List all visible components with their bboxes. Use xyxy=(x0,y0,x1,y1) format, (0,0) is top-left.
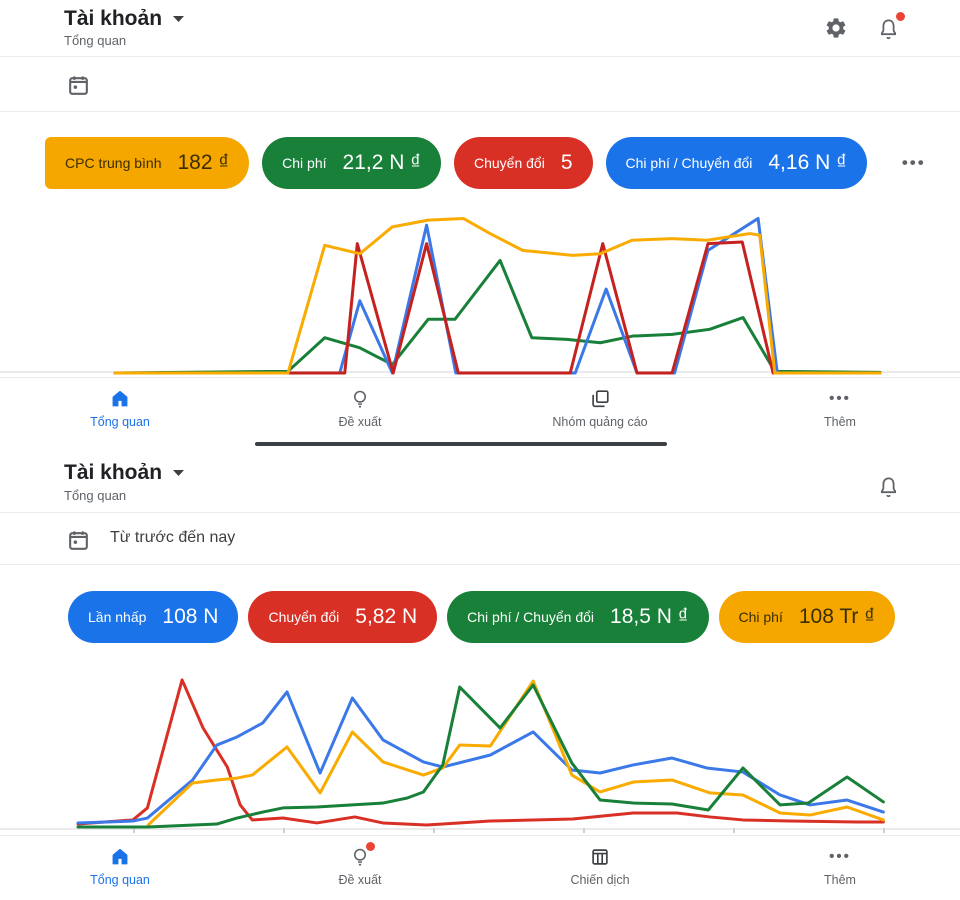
campaigns-icon xyxy=(588,845,612,869)
bottom-nav: Tổng quan Đề xuất Nhóm quảng cáo ••• Thê… xyxy=(0,377,960,442)
notifications-button[interactable] xyxy=(872,12,905,45)
nav-recommendations[interactable]: Đề xuất xyxy=(260,378,460,429)
bottom-nav-2: Tổng quan Đề xuất Chiến dịch ••• Thêm xyxy=(0,835,960,900)
axis-tick xyxy=(283,828,285,833)
settings-button[interactable] xyxy=(820,12,852,44)
axis-tick xyxy=(583,828,585,833)
more-metrics-button[interactable]: ••• xyxy=(901,153,926,172)
metric-value: 21,2 N ₫ xyxy=(342,151,421,174)
account-selector-2[interactable]: Tài khoản xyxy=(64,461,185,485)
nav-label: Thêm xyxy=(824,873,856,887)
three-dots-icon: ••• xyxy=(829,848,851,865)
metric-label: Chi phí / Chuyển đổi xyxy=(467,609,595,625)
metric-label: Chi phí xyxy=(738,609,783,625)
calendar-icon xyxy=(68,75,88,95)
metric-pill-cost[interactable]: Chi phí 108 Tr ₫ xyxy=(718,591,896,643)
home-icon xyxy=(108,387,132,411)
nav-overview[interactable]: Tổng quan xyxy=(20,378,220,429)
metric-label: CPC trung bình xyxy=(65,155,162,171)
bell-icon xyxy=(880,476,896,497)
axis-tick xyxy=(433,828,435,833)
metric-pill-cost[interactable]: Chi phí 21,2 N ₫ xyxy=(262,137,441,189)
metric-value: 5 xyxy=(560,151,573,174)
chart-axis xyxy=(0,828,960,830)
bell-icon xyxy=(880,18,896,39)
nav-campaigns[interactable]: Chiến dịch xyxy=(500,836,700,887)
metric-pill-row-2: Lần nhấp 108 N Chuyển đổi 5,82 N Chi phí… xyxy=(0,591,960,643)
copy-icon xyxy=(588,387,612,411)
performance-line-chart[interactable] xyxy=(45,205,880,373)
divider xyxy=(0,512,960,513)
date-range-button[interactable] xyxy=(62,69,94,101)
metric-pill-clicks[interactable]: Lần nhấp 108 N xyxy=(68,591,239,643)
metric-pill-cpc[interactable]: CPC trung bình 182 ₫ xyxy=(45,137,250,189)
notifications-button-2[interactable] xyxy=(872,471,904,503)
metric-pill-cost-per-conversion[interactable]: Chi phí / Chuyển đổi 18,5 N ₫ xyxy=(447,591,709,643)
nav-label: Tổng quan xyxy=(90,415,150,429)
gear-icon xyxy=(826,18,846,38)
date-range-label[interactable]: Từ trước đến nay xyxy=(110,529,236,546)
recommendations-badge xyxy=(366,842,375,851)
chevron-down-icon xyxy=(173,16,185,22)
divider xyxy=(0,111,960,112)
metric-value: 108 N xyxy=(162,605,219,628)
nav-label: Nhóm quảng cáo xyxy=(552,415,648,429)
home-indicator-bar xyxy=(255,442,667,446)
divider xyxy=(0,56,960,57)
metric-pill-conversions[interactable]: Chuyển đổi 5,82 N xyxy=(248,591,438,643)
lightbulb-icon xyxy=(348,842,375,869)
metric-label: Lần nhấp xyxy=(88,609,147,625)
metric-value: 5,82 N xyxy=(355,605,418,628)
metric-label: Chuyển đổi xyxy=(268,609,340,625)
divider xyxy=(0,564,960,565)
nav-recommendations[interactable]: Đề xuất xyxy=(260,836,460,887)
nav-label: Tổng quan xyxy=(90,873,150,887)
nav-label: Đề xuất xyxy=(338,415,382,429)
page-subtitle: Tổng quan xyxy=(64,488,127,503)
nav-label: Đề xuất xyxy=(338,873,382,887)
metric-pill-row: CPC trung bình 182 ₫ Chi phí 21,2 N ₫ Ch… xyxy=(0,137,960,189)
metric-label: Chuyển đổi xyxy=(474,155,545,171)
metric-value: 18,5 N ₫ xyxy=(610,605,689,628)
page-subtitle: Tổng quan xyxy=(64,33,127,48)
notification-badge xyxy=(896,12,905,21)
performance-line-chart-2[interactable] xyxy=(78,670,885,828)
nav-label: Chiến dịch xyxy=(570,873,630,887)
three-dots-icon: ••• xyxy=(829,390,851,407)
nav-more[interactable]: ••• Thêm xyxy=(740,378,940,429)
metric-label: Chi phí xyxy=(282,155,327,171)
axis-tick xyxy=(883,828,885,833)
nav-label: Thêm xyxy=(824,415,856,429)
metric-value: 108 Tr ₫ xyxy=(798,605,876,628)
date-range-button-2[interactable] xyxy=(62,524,94,556)
account-selector[interactable]: Tài khoản xyxy=(64,7,185,31)
account-title: Tài khoản xyxy=(64,461,163,484)
axis-tick xyxy=(733,828,735,833)
lightbulb-icon xyxy=(348,387,372,411)
nav-ad-groups[interactable]: Nhóm quảng cáo xyxy=(500,378,700,429)
metric-label: Chi phí / Chuyển đổi xyxy=(625,155,753,171)
axis-tick xyxy=(133,828,135,833)
home-icon xyxy=(108,845,132,869)
metric-pill-cost-per-conversion[interactable]: Chi phí / Chuyển đổi 4,16 N ₫ xyxy=(605,137,867,189)
nav-overview[interactable]: Tổng quan xyxy=(20,836,220,887)
calendar-icon xyxy=(68,530,88,550)
metric-pill-conversions[interactable]: Chuyển đổi 5 xyxy=(454,137,593,189)
metric-value: 4,16 N ₫ xyxy=(768,151,847,174)
metric-value: 182 ₫ xyxy=(177,151,230,174)
account-title: Tài khoản xyxy=(64,7,163,30)
nav-more[interactable]: ••• Thêm xyxy=(740,836,940,887)
chevron-down-icon xyxy=(173,470,185,476)
